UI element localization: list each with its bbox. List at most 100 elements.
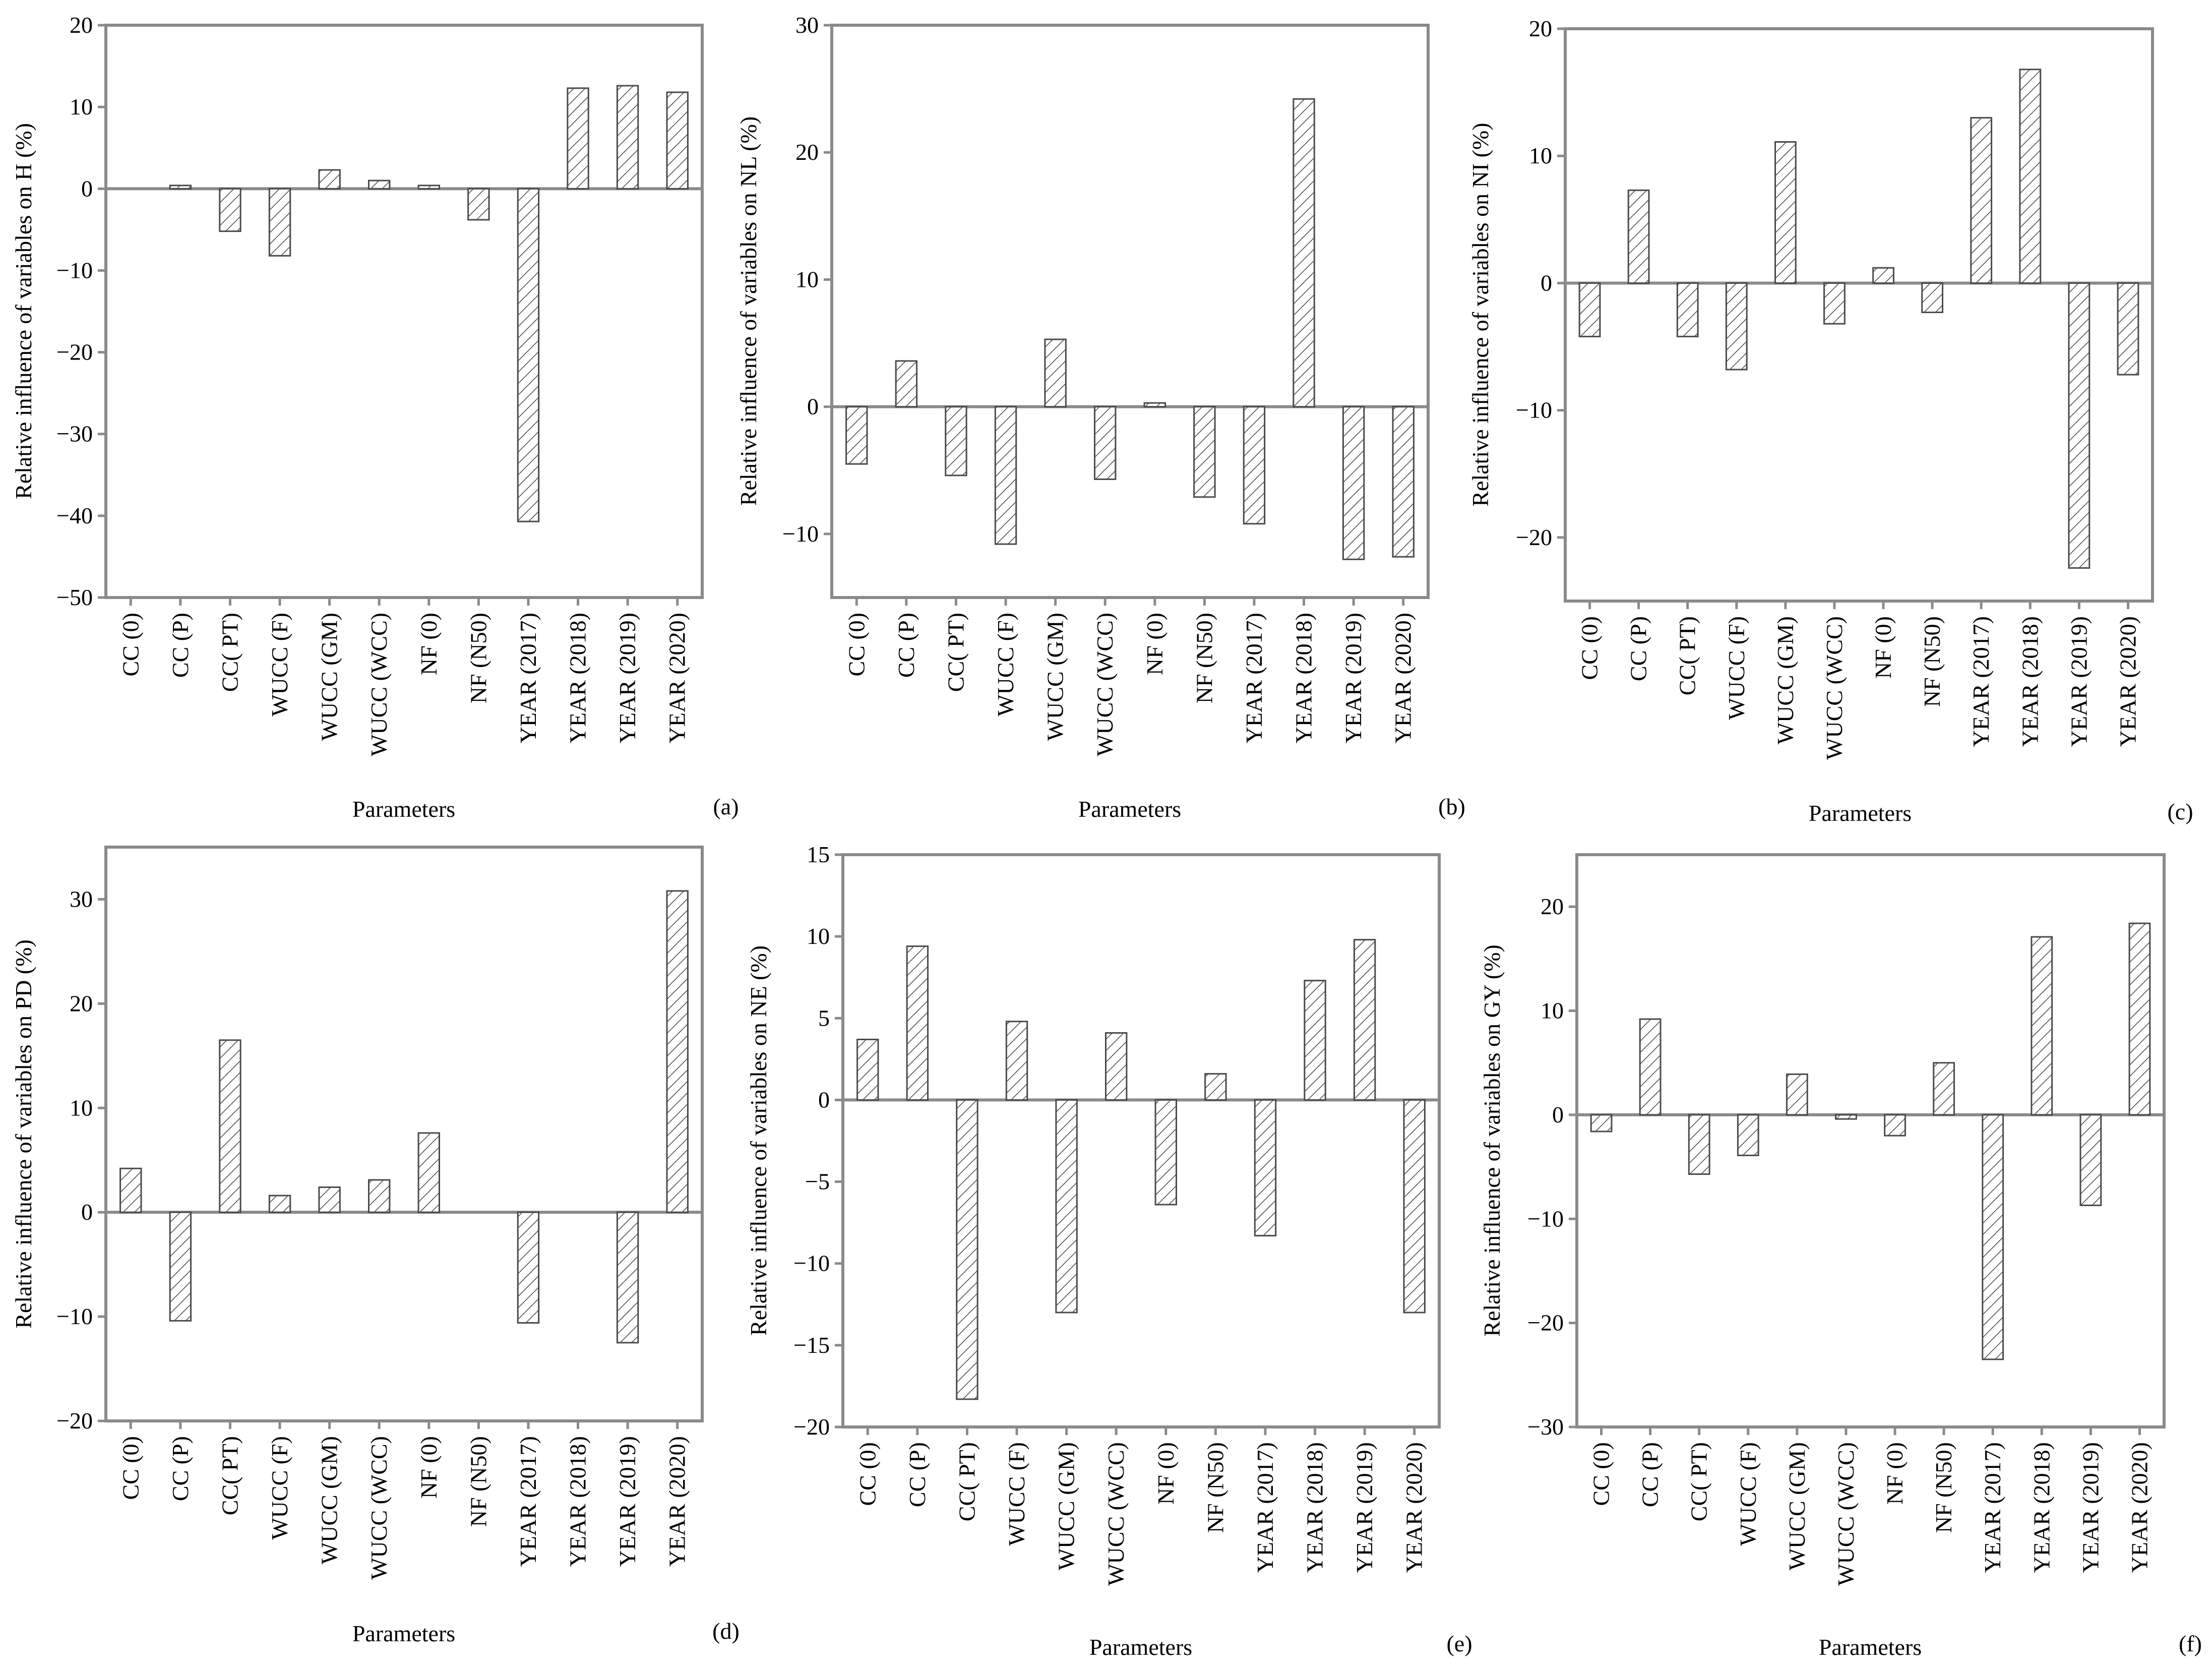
bar	[1254, 1099, 1277, 1237]
chart-panel-f: 20 10 0 −10 −20 −30 CC (0) CC (P) CC( PT) WUCC (F…	[1479, 853, 2202, 1660]
y-tick-label: 0	[81, 175, 93, 201]
y-tick-label: 10	[795, 266, 819, 292]
bar	[1688, 1114, 1710, 1175]
y-tick-label: −10	[1527, 1206, 1564, 1231]
bar	[1982, 1114, 2004, 1360]
x-tick-label: CC (P)	[904, 1442, 930, 1507]
panel-d-marks: 30 20 10 0 −10 −20 CC (0) CC (P) CC( PT) WUCC (F)…	[56, 886, 702, 1580]
x-tick-label: YEAR (2018)	[1302, 1442, 1328, 1573]
bar	[856, 1038, 879, 1101]
x-tick-label: YEAR (2019)	[1340, 613, 1366, 743]
y-tick-label: −30	[56, 421, 93, 447]
x-tick-label: YEAR (2018)	[565, 613, 591, 743]
bar	[1154, 1099, 1177, 1206]
bar	[567, 87, 589, 190]
x-tick-label: NF (N50)	[465, 613, 491, 703]
bar	[1725, 282, 1748, 371]
x-tick-label: WUCC (GM)	[1054, 1442, 1079, 1570]
x-tick-label: WUCC (F)	[1724, 616, 1749, 720]
x-tick-label: WUCC (F)	[267, 1436, 292, 1540]
x-tick-label: CC( PT)	[217, 613, 242, 692]
x-tick-label: YEAR (2020)	[2126, 1442, 2152, 1573]
x-tick-label: CC (P)	[167, 613, 193, 678]
bar	[2068, 282, 2091, 569]
x-tick-label: CC( PT)	[1675, 616, 1700, 695]
bar	[666, 91, 689, 190]
plot-frame	[1575, 853, 2166, 1428]
plot-frame	[104, 846, 704, 1422]
y-tick-label: −5	[805, 1169, 830, 1195]
x-tick-label: NF (0)	[416, 613, 442, 675]
y-tick-label: 20	[70, 990, 93, 1016]
y-axis-label: Relative influence of variables on PD (%…	[11, 939, 36, 1329]
x-tick-label: WUCC (GM)	[1042, 613, 1068, 741]
chart-panel-d: 30 20 10 0 −10 −20 CC (0) CC (P) CC( PT) WUCC (F)…	[11, 846, 740, 1646]
chart-panel-b: 30 20 10 0 −10 CC (0) CC (P) CC( PT) WUCC (F) WUC…	[735, 12, 1465, 822]
bar	[1055, 1099, 1078, 1314]
bar	[1193, 406, 1216, 498]
x-tick-label: CC (0)	[854, 1442, 880, 1506]
x-tick-label: NF (0)	[416, 1436, 442, 1499]
x-tick-label: YEAR (2019)	[615, 613, 640, 743]
x-tick-label: WUCC (WCC)	[1092, 613, 1118, 756]
panel-f-marks: 20 10 0 −10 −20 −30 CC (0) CC (P) CC( PT) WUCC (F…	[1527, 894, 2164, 1586]
x-tick-label: NF (0)	[1153, 1442, 1179, 1505]
y-tick-label: 10	[807, 923, 830, 949]
x-tick-label: WUCC (WCC)	[1833, 1442, 1859, 1586]
bar	[318, 169, 341, 190]
bar	[1835, 1114, 1857, 1120]
x-tick-label: CC (0)	[117, 1436, 143, 1500]
plot-frame	[1564, 27, 2154, 603]
x-tick-label: WUCC (GM)	[317, 613, 342, 741]
y-tick-label: −40	[56, 503, 93, 528]
x-tick-label: NF (N50)	[1202, 1442, 1228, 1533]
y-tick-label: 10	[70, 94, 93, 120]
x-tick-label: CC( PT)	[217, 1436, 242, 1515]
bar	[169, 1211, 192, 1322]
bar	[1921, 282, 1944, 313]
x-axis-label: Parameters	[1809, 800, 1912, 826]
bar	[1737, 1114, 1759, 1156]
x-tick-label: YEAR (2019)	[1351, 1442, 1377, 1573]
y-tick-label: 10	[70, 1095, 93, 1120]
bar	[517, 188, 540, 522]
panel-b-marks: 30 20 10 0 −10 CC (0) CC (P) CC( PT) WUCC (F) WUC…	[782, 12, 1428, 756]
bar	[956, 1099, 978, 1400]
x-tick-label: YEAR (2017)	[1252, 1442, 1278, 1573]
bar	[1676, 282, 1699, 337]
bar	[906, 945, 929, 1101]
y-tick-label: 0	[818, 1087, 830, 1112]
bar	[1304, 980, 1326, 1101]
x-tick-label: WUCC (GM)	[1784, 1442, 1810, 1570]
bar	[2079, 1114, 2102, 1206]
x-tick-label: CC (0)	[843, 613, 869, 677]
panel-label: (b)	[1438, 794, 1465, 819]
bar	[268, 1195, 291, 1213]
bar	[1243, 406, 1266, 525]
bar	[2019, 69, 2042, 284]
bar	[1342, 406, 1365, 560]
y-tick-label: 20	[1541, 894, 1564, 919]
x-tick-label: NF (0)	[1142, 613, 1168, 675]
x-tick-label: NF (0)	[1870, 616, 1896, 679]
y-axis-label: Relative influence of variables on NI (%…	[1467, 123, 1493, 506]
x-tick-label: NF (N50)	[1919, 616, 1945, 707]
y-tick-label: 20	[795, 139, 819, 165]
x-tick-label: NF (N50)	[1191, 613, 1217, 703]
y-tick-label: −20	[1527, 1310, 1564, 1336]
y-tick-label: 10	[1529, 143, 1552, 168]
bar	[1872, 267, 1894, 284]
y-tick-label: −20	[56, 339, 93, 365]
y-tick-label: 10	[1541, 998, 1564, 1024]
x-tick-label: YEAR (2019)	[2077, 1442, 2103, 1573]
bar	[368, 180, 391, 190]
bar	[417, 185, 440, 190]
bar	[1353, 939, 1376, 1101]
x-tick-label: NF (N50)	[465, 1436, 491, 1527]
x-tick-label: WUCC (F)	[1735, 1442, 1761, 1546]
bar	[1204, 1073, 1227, 1101]
x-tick-label: YEAR (2017)	[515, 613, 541, 743]
x-tick-label: CC (P)	[1626, 616, 1651, 681]
x-tick-label: WUCC (GM)	[317, 1436, 342, 1564]
